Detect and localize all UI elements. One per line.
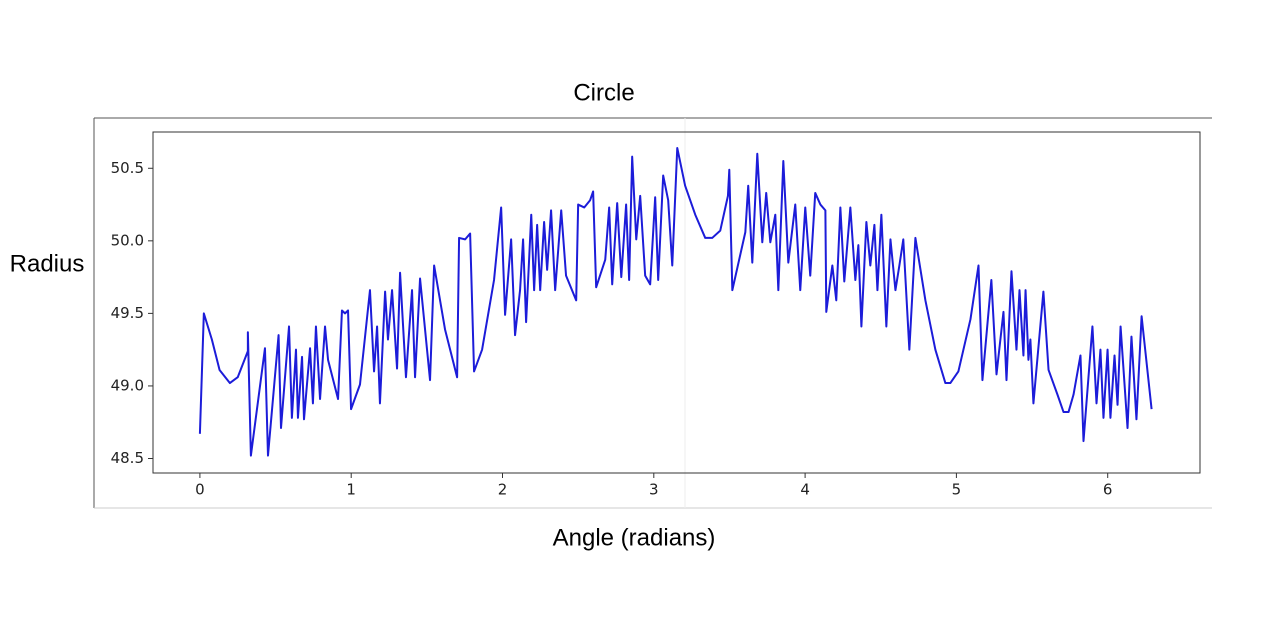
y-tick-label: 50.5 [111,159,144,177]
axes-frame [152,131,1201,474]
x-axis-label: Angle (radians) [553,524,716,551]
x-tick-label: 5 [952,481,962,499]
y-tick-label: 50.0 [111,231,144,249]
x-tick-label: 1 [346,481,356,499]
x-tick-label: 6 [1103,481,1113,499]
x-tick-label: 3 [649,481,659,499]
y-tick-label: 49.5 [111,304,144,322]
x-tick-label: 4 [800,481,810,499]
x-tick-label: 2 [498,481,508,499]
x-tick-label: 0 [195,481,205,499]
chart-title: Circle [573,79,634,106]
y-axis-label: Radius [10,250,85,277]
y-tick-label: 48.5 [111,449,144,467]
y-tick-label: 49.0 [111,376,144,394]
data-line [198,146,1153,457]
